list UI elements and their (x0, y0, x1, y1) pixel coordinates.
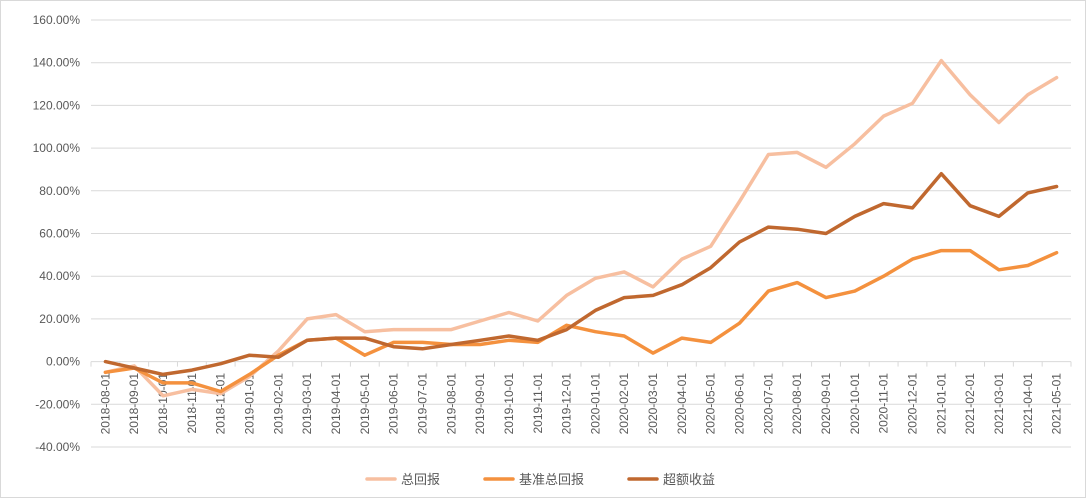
legend: 总回报 基准总回报 超额收益 (365, 473, 715, 488)
y-tick-label: -40.00% (35, 440, 80, 454)
x-tick-label: 2019-05-01 (358, 373, 372, 435)
x-tick-label: 2018-12-01 (214, 373, 228, 435)
x-tick-label: 2019-02-01 (271, 373, 285, 435)
y-tick-label: 60.00% (39, 227, 80, 241)
y-tick-label: 100.00% (33, 141, 81, 155)
grid-lines (90, 19, 1072, 448)
x-tick-label: 2019-07-01 (415, 373, 429, 435)
x-tick-label: 2021-02-01 (963, 373, 977, 435)
y-tick-label: 120.00% (33, 98, 81, 112)
y-tick-label: 20.00% (39, 312, 80, 326)
y-tick-label: 160.00% (33, 13, 81, 27)
x-tick-label: 2020-06-01 (733, 373, 747, 435)
x-tick-label: 2021-03-01 (992, 373, 1006, 435)
x-tick-label: 2019-03-01 (300, 373, 314, 435)
x-tick-label: 2021-05-01 (1050, 373, 1064, 435)
x-tick-label: 2019-01-01 (243, 373, 257, 435)
x-tick-label: 2020-07-01 (761, 373, 775, 435)
x-tick-label: 2020-01-01 (588, 373, 602, 435)
x-tick-label: 2018-08-01 (98, 373, 112, 435)
x-tick-label: 2019-04-01 (329, 373, 343, 435)
series-line-2 (103, 248, 1059, 394)
y-tick-label: 80.00% (39, 184, 80, 198)
x-tick-label: 2018-11-01 (185, 373, 199, 434)
x-tick-label: 2020-09-01 (819, 373, 833, 435)
x-tick-label: 2021-04-01 (1021, 373, 1035, 435)
x-tick-label: 2019-12-01 (560, 373, 574, 435)
x-tick-label: 2020-10-01 (848, 373, 862, 435)
x-tick-label: 2020-02-01 (617, 373, 631, 435)
y-tick-label: 0.00% (46, 355, 80, 369)
legend-item-3: 超额收益 (627, 473, 715, 488)
legend-label: 基准总回报 (519, 473, 584, 488)
legend-label: 超额收益 (663, 473, 715, 488)
x-tick-label: 2020-05-01 (704, 373, 718, 435)
x-tick-label: 2020-04-01 (675, 373, 689, 435)
series-line-1 (103, 58, 1059, 398)
x-tick-label: 2020-03-01 (646, 373, 660, 435)
x-tick-label: 2019-11-01 (531, 373, 545, 434)
y-tick-label: 140.00% (33, 56, 81, 70)
x-tick-label: 2019-06-01 (387, 373, 401, 435)
legend-label: 总回报 (401, 473, 440, 488)
legend-item-1: 总回报 (365, 473, 440, 488)
series-lines (103, 58, 1059, 398)
x-tick-label: 2019-08-01 (444, 373, 458, 435)
y-axis-tick-labels: -40.00% -20.00% 0.00% 20.00% 40.00% 60.00% 80.… (33, 13, 81, 454)
x-tick-label: 2018-10-01 (156, 373, 170, 435)
x-tick-label: 2021-01-01 (934, 373, 948, 435)
x-axis-tick-labels: 2018-08-01 2018-09-01 2018-10-01 2018-11-01… (98, 373, 1063, 435)
y-tick-label: 40.00% (39, 269, 80, 283)
x-tick-label: 2020-12-01 (905, 373, 919, 435)
x-tick-label: 2020-08-01 (790, 373, 804, 435)
series-line-3 (103, 171, 1059, 377)
x-tick-label: 2018-09-01 (127, 373, 141, 435)
x-tick-label: 2020-11-01 (877, 373, 891, 434)
legend-item-2: 基准总回报 (483, 473, 584, 488)
x-tick-label: 2019-10-01 (502, 373, 516, 435)
x-tick-label: 2019-09-01 (473, 373, 487, 435)
y-tick-label: -20.00% (35, 397, 80, 411)
